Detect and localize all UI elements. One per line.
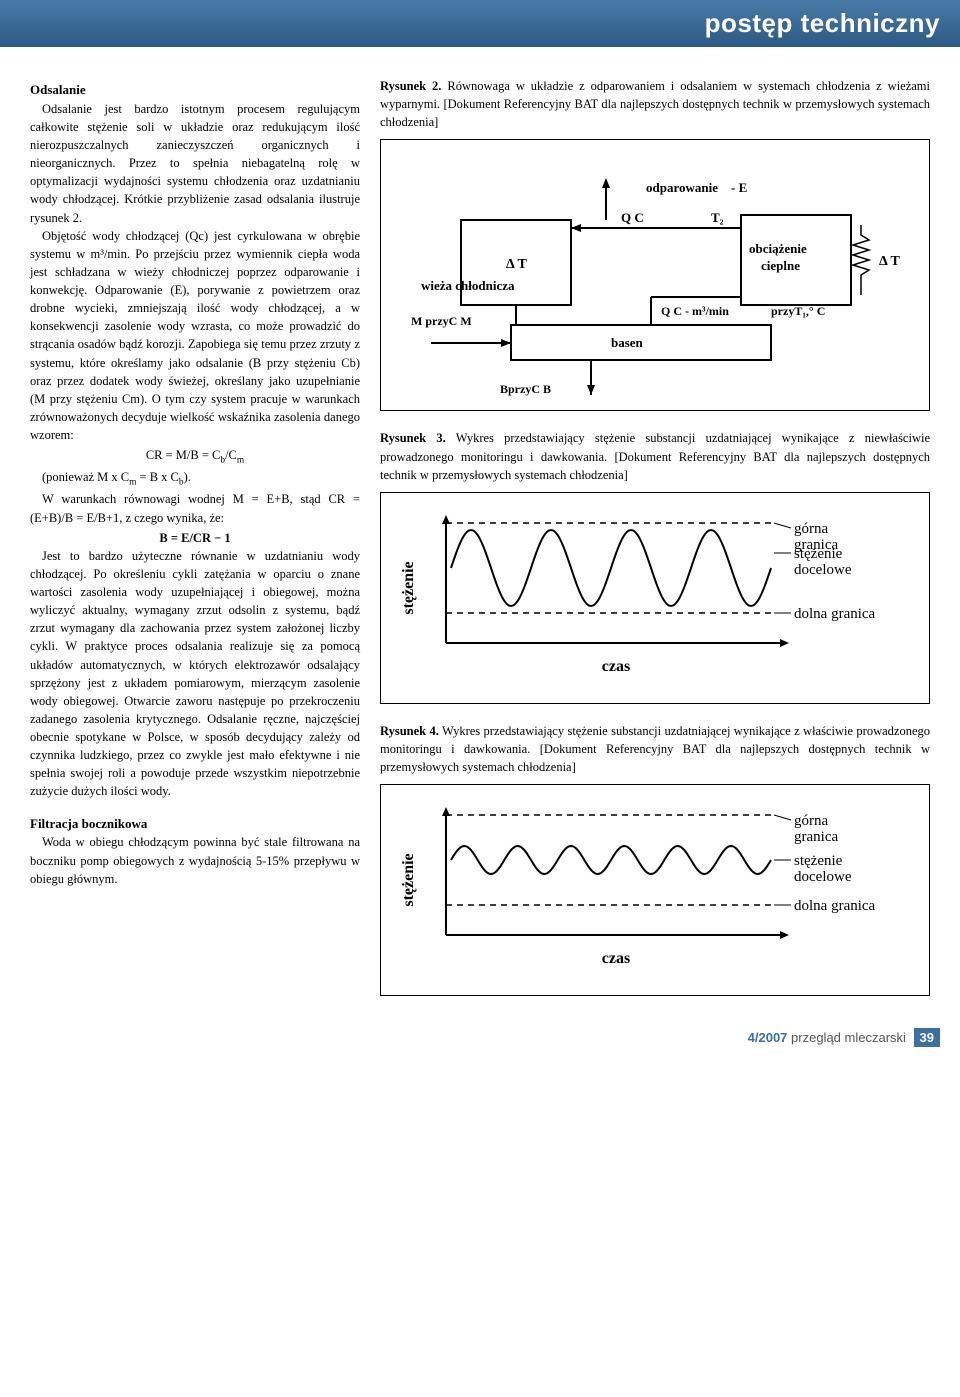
svg-text:dolna granica: dolna granica: [794, 898, 876, 914]
section2-body: Woda w obiegu chłodzącym powinna być sta…: [30, 833, 360, 887]
fig4-chart: stężenie czas górnagranica stężeniedocelowe…: [391, 795, 911, 985]
section1-body3: W warunkach równowagi wodnej M = E+B, st…: [30, 490, 360, 526]
fig3-box: stężenieczasgórnagranicastężeniedocelowe…: [380, 492, 930, 704]
section1-body4: Jest to bardzo użyteczne równanie w uzda…: [30, 547, 360, 801]
header-bar: postęp techniczny: [0, 0, 960, 47]
fig3-caption: Rysunek 3. Wykres przedstawiający stężen…: [380, 429, 930, 483]
svg-text:stężeniedocelowe: stężeniedocelowe: [794, 546, 852, 578]
footer-magazine: przegląd mleczarski: [791, 1030, 906, 1045]
footer: 4/2007 przegląd mleczarski 39: [0, 1024, 960, 1055]
page-body: Odsalanie Odsalanie jest bardzo istotnym…: [0, 47, 960, 1024]
fig4-box: stężenie czas górnagranica stężeniedocelowe…: [380, 784, 930, 996]
section1-body2: Objętość wody chłodzącej (Qc) jest cyrku…: [30, 227, 360, 445]
fig2-lbl-E: - E: [731, 180, 747, 195]
fig2-text: Równowaga w układzie z odparowaniem i od…: [380, 79, 930, 129]
fig2-lbl-obc2: cieplne: [761, 258, 800, 273]
fig2-box: odparowanie - E Q C T₂ Δ T Δ T wieża chł…: [380, 139, 930, 411]
fig2-lbl-wieza: wieża chłodnicza: [421, 278, 515, 293]
svg-text:czas: czas: [602, 950, 630, 967]
svg-text:górnagranica: górnagranica: [794, 813, 838, 845]
footer-issue: 4/2007: [748, 1030, 788, 1045]
fig2-caption: Rysunek 2. Równowaga w układzie z odparo…: [380, 77, 930, 131]
footer-pagenum: 39: [914, 1028, 940, 1047]
fig3-text: Wykres przedstawiający stężenie substanc…: [380, 431, 930, 481]
left-column: Odsalanie Odsalanie jest bardzo istotnym…: [30, 77, 360, 1014]
svg-text:stężenie: stężenie: [400, 853, 417, 906]
svg-text:czas: czas: [602, 658, 630, 675]
fig2-lbl-B: BprzyC B: [500, 382, 551, 396]
svg-text:stężeniedocelowe: stężeniedocelowe: [794, 853, 852, 885]
formula1-note: (ponieważ M x Cm = B x Cb).: [30, 468, 360, 490]
right-column: Rysunek 2. Równowaga w układzie z odparo…: [380, 77, 930, 1014]
section1-body: Odsalanie jest bardzo istotnym procesem …: [30, 100, 360, 227]
fig4-caption: Rysunek 4. Wykres przedstawiający stężen…: [380, 722, 930, 776]
section1-title: Odsalanie: [30, 81, 360, 100]
fig2-lbl-M: M przyC M: [411, 314, 472, 328]
formula1: CR = M/B = Cb/Cm: [30, 446, 360, 468]
fig2-lbl-QCm3: Q C - m³/min: [661, 304, 729, 318]
fig2-lbl-T1: przyT₁,° C: [771, 304, 825, 318]
svg-text:dolna granica: dolna granica: [794, 606, 876, 622]
svg-text:stężenie: stężenie: [400, 561, 417, 614]
fig2-lbl-T2: T₂: [711, 210, 724, 225]
fig3-chart: stężenieczasgórnagranicastężeniedocelowe…: [391, 503, 911, 693]
section2-title: Filtracja bocznikowa: [30, 815, 360, 834]
fig2-lbl-dTright: Δ T: [879, 254, 901, 269]
fig4-label: Rysunek 4.: [380, 724, 439, 738]
header-title: postęp techniczny: [705, 8, 940, 38]
fig2-lbl-QC: Q C: [621, 210, 644, 225]
fig2-label: Rysunek 2.: [380, 79, 441, 93]
formula2: B = E/CR − 1: [30, 529, 360, 547]
fig4-text: Wykres przedstawiający stężenie substanc…: [380, 724, 930, 774]
fig2-lbl-basen: basen: [611, 335, 644, 350]
fig3-label: Rysunek 3.: [380, 431, 446, 445]
fig2-lbl-obc1: obciążenie: [749, 241, 807, 256]
fig2-diagram: odparowanie - E Q C T₂ Δ T Δ T wieża chł…: [391, 150, 911, 400]
fig2-lbl-odparowanie: odparowanie: [646, 180, 718, 195]
fig2-lbl-dTleft: Δ T: [506, 257, 528, 272]
